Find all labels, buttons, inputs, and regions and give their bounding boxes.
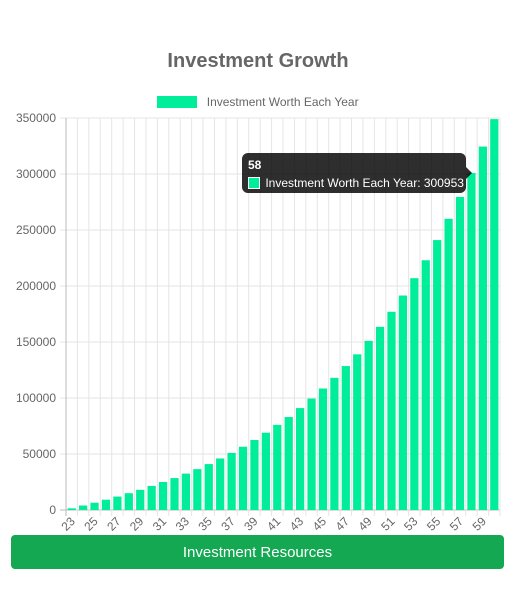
bar	[273, 424, 282, 510]
x-tick-label: 45	[310, 514, 330, 534]
y-tick-label: 350000	[16, 111, 56, 125]
x-tick-label: 57	[447, 514, 467, 534]
bar	[421, 260, 430, 510]
x-tick-label: 51	[378, 514, 398, 534]
x-tick-label: 39	[241, 514, 261, 534]
bar	[238, 446, 248, 510]
bar	[444, 218, 453, 511]
y-tick-label: 0	[49, 503, 56, 517]
chart-legend[interactable]: Investment Worth Each Year	[0, 94, 516, 109]
bar	[227, 452, 236, 510]
chart-tooltip: 58 Investment Worth Each Year: 300953	[242, 153, 472, 193]
bar	[455, 196, 465, 510]
y-tick-label: 150000	[16, 335, 56, 349]
bar	[296, 408, 305, 510]
bar	[136, 489, 145, 510]
x-tick-label: 47	[333, 514, 353, 534]
x-tick-label: 59	[470, 514, 490, 534]
bar	[353, 354, 362, 510]
bar	[67, 508, 76, 510]
bar	[410, 278, 419, 510]
legend-label: Investment Worth Each Year	[206, 94, 359, 109]
bar	[467, 172, 476, 511]
y-tick-label: 50000	[23, 447, 57, 461]
y-tick-label: 250000	[16, 223, 56, 237]
bar	[204, 464, 213, 510]
bar	[170, 478, 179, 510]
x-tick-label: 37	[218, 514, 238, 534]
x-tick-label: 27	[104, 514, 124, 534]
bar	[398, 295, 408, 510]
x-tick-label: 55	[424, 514, 444, 534]
bar	[113, 496, 122, 510]
bar	[101, 499, 111, 510]
bar	[284, 417, 293, 510]
bar	[261, 432, 270, 510]
tooltip-title: 58	[248, 158, 262, 172]
x-tick-label: 53	[401, 514, 421, 534]
bar	[124, 493, 133, 510]
y-tick-label: 200000	[16, 279, 56, 293]
bar	[341, 366, 350, 510]
bar	[433, 240, 442, 510]
chart-title: Investment Growth	[167, 50, 349, 72]
x-tick-label: 25	[81, 514, 101, 534]
legend-swatch	[157, 95, 198, 108]
bar	[478, 146, 487, 510]
tooltip-label: Investment Worth Each Year: 300953	[265, 175, 464, 190]
bar	[158, 482, 168, 510]
bar	[387, 311, 396, 510]
bar	[318, 388, 328, 510]
x-tick-label: 31	[150, 514, 170, 534]
bar	[330, 377, 339, 510]
bar	[375, 326, 385, 510]
investment-resources-button[interactable]: Investment Resources	[11, 535, 504, 569]
y-tick-label: 300000	[16, 167, 56, 181]
bar	[364, 340, 373, 510]
x-tick-label: 35	[196, 514, 216, 534]
bar	[147, 485, 156, 510]
bar	[90, 502, 99, 510]
x-tick-label: 41	[264, 514, 284, 534]
bar	[193, 469, 202, 510]
x-tick-label: 43	[287, 514, 307, 534]
bar	[490, 119, 499, 511]
bar	[181, 473, 191, 510]
x-tick-label: 23	[58, 514, 78, 534]
bar	[250, 440, 259, 510]
x-tick-label: 33	[173, 514, 193, 534]
bar	[79, 505, 88, 510]
x-tick-label: 29	[127, 514, 147, 534]
tooltip-swatch	[248, 176, 260, 189]
x-tick-label: 49	[355, 514, 375, 534]
bar	[307, 398, 316, 510]
y-tick-label: 100000	[16, 391, 56, 405]
bar	[216, 458, 225, 510]
